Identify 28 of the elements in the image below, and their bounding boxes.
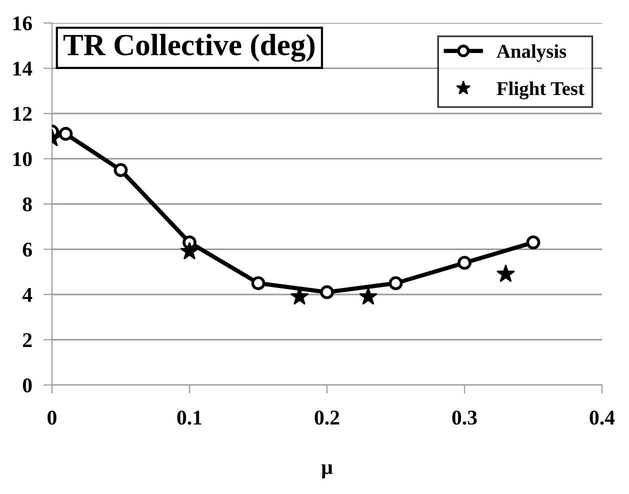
y-tick-label: 6: [22, 242, 32, 257]
y-tick-label: 8: [22, 197, 32, 212]
y-tick-label: 0: [22, 378, 32, 392]
point: [458, 256, 472, 270]
y-tick-label: 16: [13, 16, 32, 30]
chart-title: TR Collective (deg): [63, 34, 315, 62]
x-axis-title: μ: [321, 464, 333, 478]
x-tick-label: 0.1: [177, 410, 202, 425]
point: [251, 276, 266, 290]
point: [388, 276, 403, 290]
point: [496, 264, 516, 282]
y-tick-label: 10: [13, 152, 32, 166]
y-tick-label: 14: [13, 62, 32, 76]
point: [320, 285, 334, 300]
y-tick-label: 4: [22, 288, 32, 302]
point: [58, 126, 73, 141]
x-tick-label: 0.2: [314, 410, 340, 425]
legend-label: Analysis: [496, 44, 566, 62]
point: [114, 163, 128, 178]
point: [180, 242, 199, 260]
y-tick-label: 12: [13, 106, 32, 121]
point: [358, 287, 378, 305]
point: [526, 236, 540, 250]
x-tick-label: 0: [48, 410, 56, 425]
x-tick-label: 0.4: [590, 410, 615, 425]
legend-label: Flight Test: [496, 81, 584, 100]
x-tick-label: 0.3: [452, 410, 477, 425]
y-tick-label: 2: [23, 333, 32, 347]
